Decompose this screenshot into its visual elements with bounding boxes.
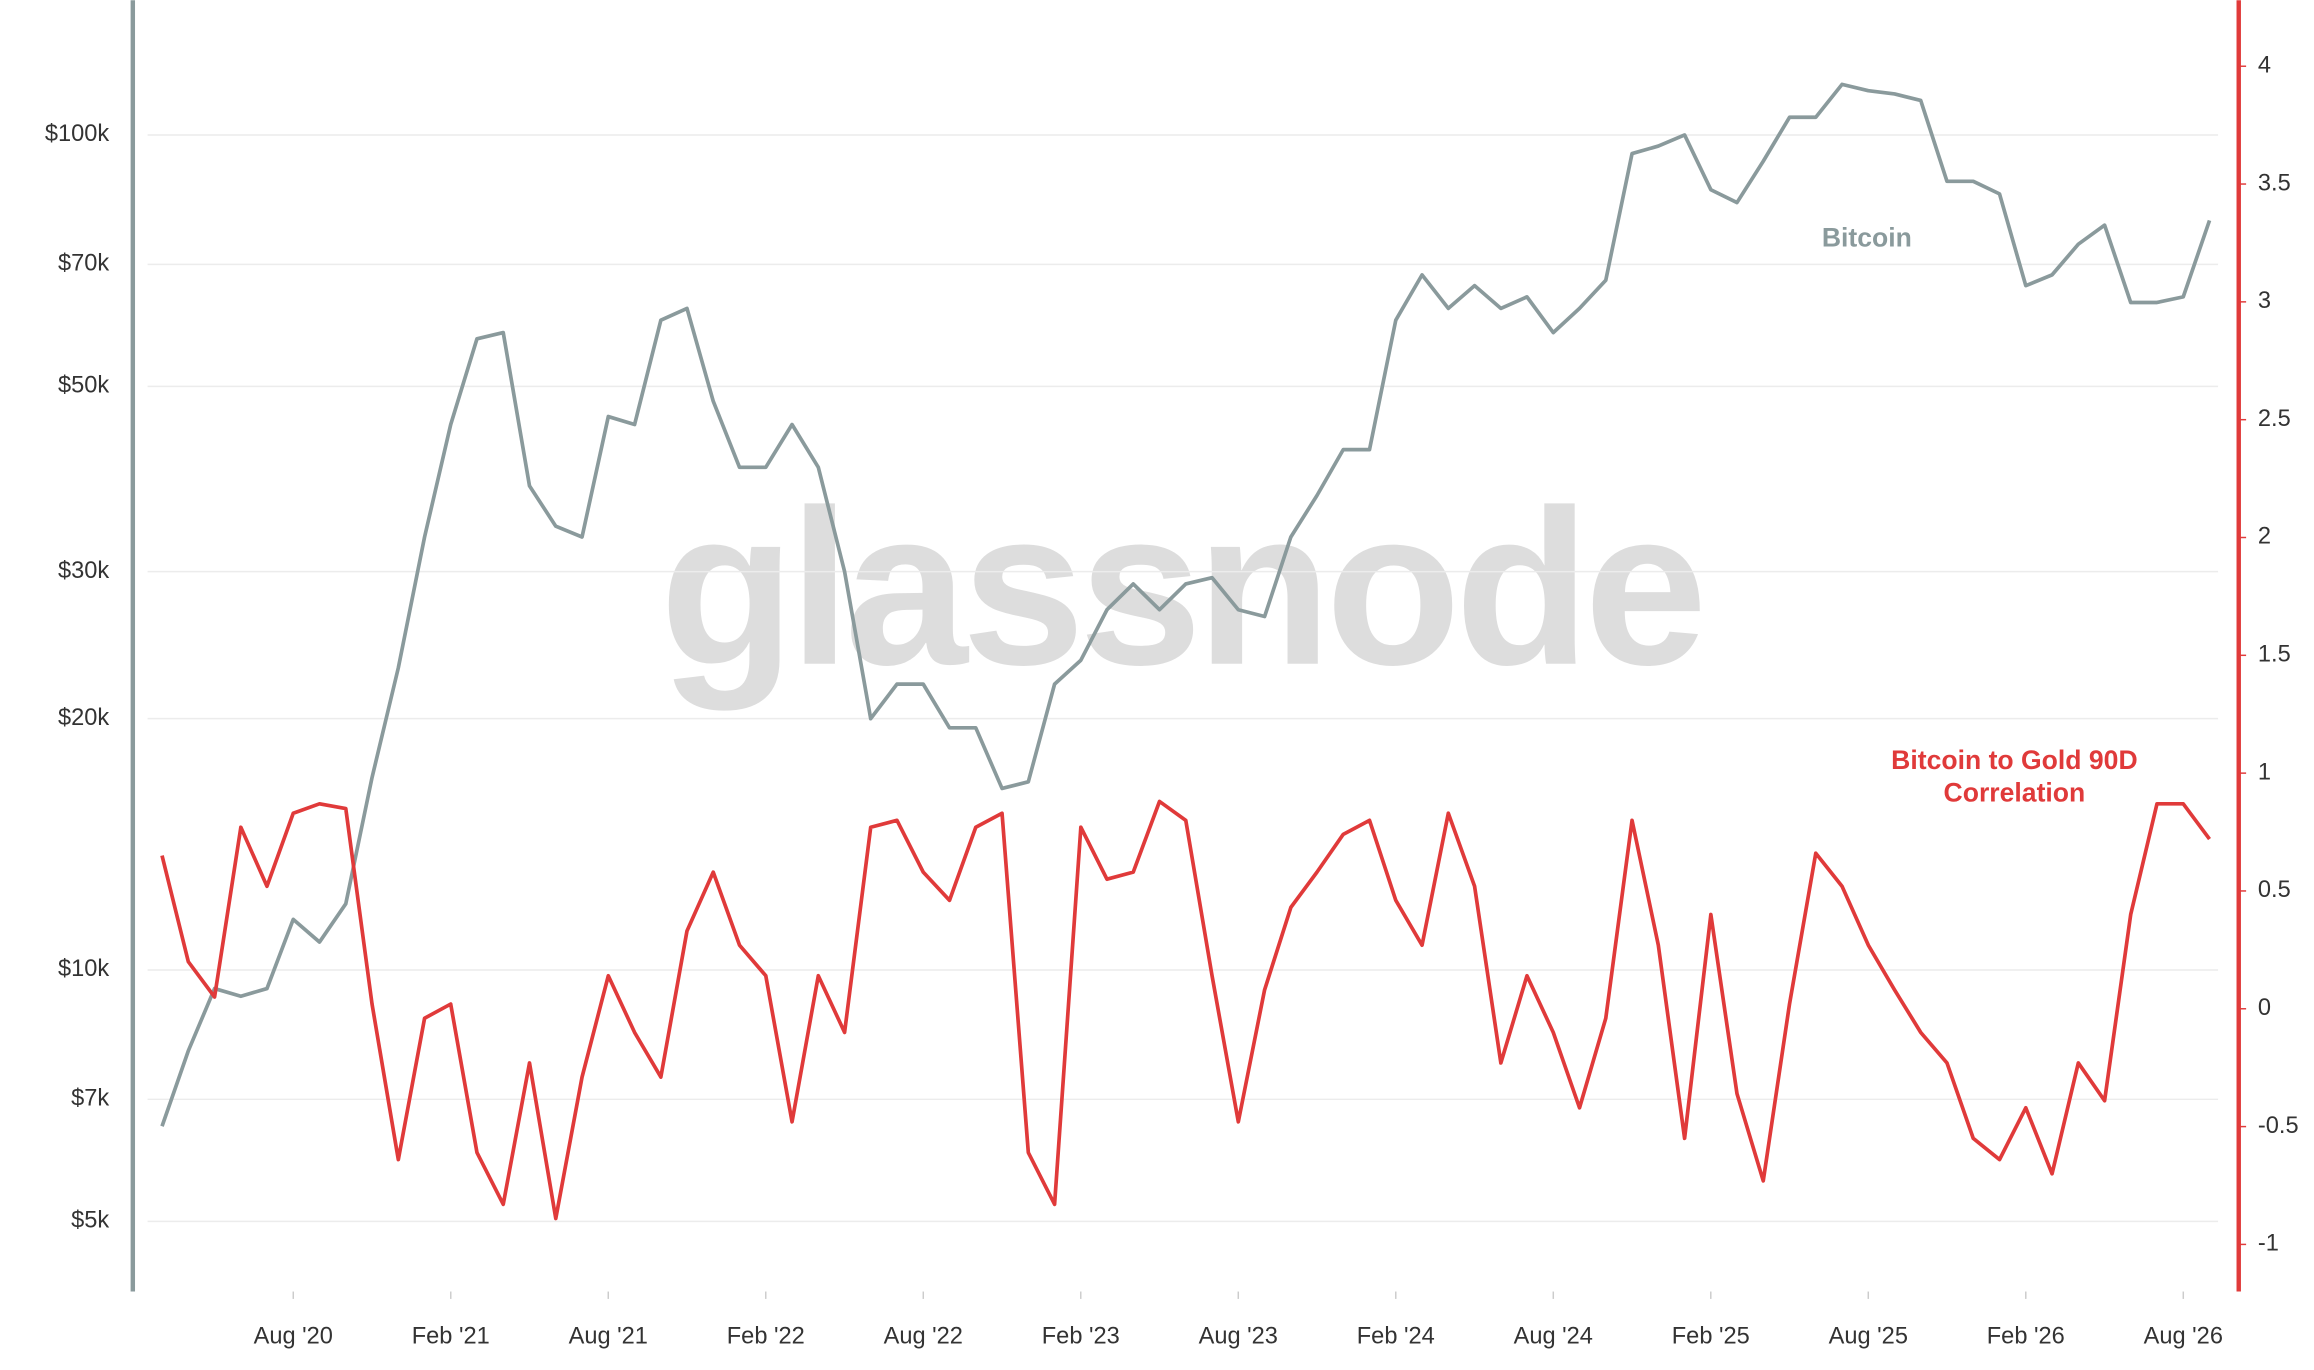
y-tick-label: $100k xyxy=(45,121,110,147)
y2-tick-label: 3 xyxy=(2258,288,2271,314)
x-tick-label: Feb '26 xyxy=(1987,1324,2065,1350)
x-tick-label: Aug '21 xyxy=(569,1324,648,1350)
y2-tick-label: 1.5 xyxy=(2258,642,2291,668)
series-line xyxy=(160,82,2212,1127)
x-tick-label: Aug '23 xyxy=(1199,1324,1278,1350)
x-tick-label: Feb '23 xyxy=(1042,1324,1120,1350)
y2-tick-label: -1 xyxy=(2258,1231,2279,1257)
x-tick-label: Aug '24 xyxy=(1514,1324,1593,1350)
y-tick-label: $10k xyxy=(58,956,109,982)
x-tick-label: Feb '25 xyxy=(1672,1324,1750,1350)
y2-tick-label: 2.5 xyxy=(2258,406,2291,432)
x-tick-label: Aug '22 xyxy=(884,1324,963,1350)
y2-tick-label: 1 xyxy=(2258,759,2271,785)
y-tick-label: $7k xyxy=(71,1086,109,1112)
series-label: Bitcoin xyxy=(1822,222,1912,252)
y2-tick-label: -0.5 xyxy=(2258,1113,2299,1139)
y-tick-label: $20k xyxy=(58,705,109,731)
y2-tick-label: 3.5 xyxy=(2258,170,2291,196)
series-line xyxy=(160,799,2211,1221)
series-label-box: Bitcoin to Gold 90D Correlation xyxy=(1891,745,2138,808)
y-tick-label: $30k xyxy=(58,558,109,584)
x-tick-label: Feb '24 xyxy=(1357,1324,1435,1350)
x-tick-label: Feb '22 xyxy=(727,1324,805,1350)
y-tick-label: $5k xyxy=(71,1208,109,1234)
y-tick-label: $50k xyxy=(58,373,109,399)
x-tick-label: Aug '26 xyxy=(2144,1324,2223,1350)
y2-tick-label: 2 xyxy=(2258,524,2271,550)
series-label: Bitcoin to Gold 90D Correlation xyxy=(1891,745,2138,808)
x-tick-label: Aug '25 xyxy=(1829,1324,1908,1350)
y2-tick-label: 0 xyxy=(2258,995,2271,1021)
x-tick-label: Aug '20 xyxy=(254,1324,333,1350)
y2-tick-label: 0.5 xyxy=(2258,877,2291,903)
y-tick-label: $70k xyxy=(58,251,109,277)
y2-tick-label: 4 xyxy=(2258,52,2271,78)
x-tick-label: Feb '21 xyxy=(412,1324,490,1350)
